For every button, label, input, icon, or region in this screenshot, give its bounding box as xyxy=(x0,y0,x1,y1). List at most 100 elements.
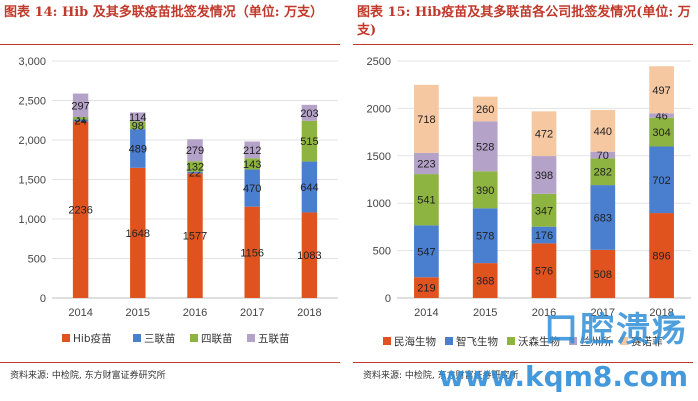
title-divider-left xyxy=(0,44,340,45)
bar-segment xyxy=(414,225,439,278)
data-label: 390 xyxy=(476,185,494,197)
data-label: 702 xyxy=(652,175,670,187)
y-tick-label: 0 xyxy=(40,293,46,305)
legend-swatch xyxy=(133,334,141,342)
data-label: 398 xyxy=(535,170,553,182)
bar-segment xyxy=(590,110,616,152)
bar-segment xyxy=(531,226,557,244)
data-label: 114 xyxy=(129,112,147,124)
data-label: 576 xyxy=(535,266,553,278)
legend-label: 兰州所 xyxy=(580,335,612,348)
data-label: 143 xyxy=(243,159,261,171)
bar-segment xyxy=(472,121,498,172)
bar-segment xyxy=(649,213,674,298)
bar-segment xyxy=(472,96,498,122)
bar-segment xyxy=(472,263,498,298)
bar-segment xyxy=(72,93,89,118)
legend-label: 赛诺菲 xyxy=(631,335,663,348)
bar-segment xyxy=(590,158,616,186)
stacked-bar-chart-companies: 0 500 1000 1500 2000 2500 219 547 541 223 718 2014 3… xyxy=(367,56,691,348)
data-label: 470 xyxy=(243,183,261,195)
bar-segment xyxy=(649,146,674,214)
legend-label: 沃森生物 xyxy=(518,335,560,348)
chart-panel-right: 图表 15: Hib疫苗及其多联苗各公司批签发情况(单位: 万支) 0 500 10… xyxy=(353,0,698,401)
y-tick-label: 500 xyxy=(373,246,391,258)
bar-segment xyxy=(301,120,318,162)
bar-segment xyxy=(649,66,674,114)
x-tick-label: 2014 xyxy=(68,307,92,319)
bar-segment xyxy=(301,104,318,121)
legend-label: 三联苗 xyxy=(144,333,176,345)
x-tick-label: 2017 xyxy=(591,307,615,319)
data-label: 1577 xyxy=(183,231,207,243)
data-label: 578 xyxy=(476,231,494,243)
legend-label: 民海生物 xyxy=(394,335,436,348)
data-label: 515 xyxy=(300,136,318,148)
data-label: 212 xyxy=(243,145,261,157)
data-label: 718 xyxy=(417,114,435,126)
data-label: 547 xyxy=(417,246,435,258)
data-label: 203 xyxy=(300,108,318,120)
y-tick-label: 2,500 xyxy=(18,96,46,108)
chart-panel-left: 图表 14: Hib 及其多联疫苗批签发情况（单位: 万支） 0 500 1,000… xyxy=(0,0,345,401)
data-label: 1648 xyxy=(126,228,150,240)
bar-segment xyxy=(130,121,146,130)
legend-swatch xyxy=(247,334,255,342)
legend-swatch xyxy=(190,334,198,342)
bar-segment xyxy=(649,113,674,118)
bar-segment xyxy=(301,212,318,298)
legend-swatch xyxy=(620,337,628,345)
data-label: 683 xyxy=(594,212,612,224)
bar-segment xyxy=(649,117,674,147)
data-label: 644 xyxy=(300,182,318,194)
legend-label: 五联苗 xyxy=(258,333,290,345)
data-label: 497 xyxy=(652,85,670,97)
y-tick-label: 500 xyxy=(28,254,46,266)
bar-segment xyxy=(301,161,318,213)
data-label: 223 xyxy=(417,159,435,171)
data-label: 70 xyxy=(597,150,609,162)
data-label: 297 xyxy=(71,100,89,112)
y-tick-label: 1500 xyxy=(367,151,391,163)
bar-segment xyxy=(590,185,616,250)
source-note-right: 资料来源: 中检院, 东方财富证券研究所 xyxy=(363,371,519,381)
bar-segment xyxy=(414,152,439,175)
data-label: 440 xyxy=(594,126,612,138)
legend-swatch xyxy=(383,337,391,345)
legend-label: 智飞生物 xyxy=(456,335,498,348)
y-tick-label: 2,000 xyxy=(18,135,46,147)
x-tick-label: 2018 xyxy=(297,307,321,319)
bar-segment xyxy=(414,84,439,153)
y-tick-label: 1000 xyxy=(367,198,391,210)
bar-segment xyxy=(187,173,203,298)
bar-segment xyxy=(244,169,260,207)
chart-title-left: 图表 14: Hib 及其多联疫苗批签发情况（单位: 万支） xyxy=(4,5,324,20)
footer-divider-right xyxy=(353,362,693,363)
bar-segment xyxy=(187,161,203,172)
data-label: 1083 xyxy=(297,250,321,262)
x-tick-label: 2016 xyxy=(532,307,556,319)
data-label: 46 xyxy=(655,111,667,123)
y-tick-label: 2500 xyxy=(367,56,391,68)
bar-segment xyxy=(130,112,146,122)
bar-segment xyxy=(531,111,557,157)
legend-swatch xyxy=(569,337,577,345)
x-tick-label: 2015 xyxy=(473,307,497,319)
data-label: 219 xyxy=(417,283,435,295)
bar-segment xyxy=(187,139,203,162)
data-label: 528 xyxy=(476,141,494,153)
bar-segment xyxy=(72,117,89,120)
y-tick-label: 1,000 xyxy=(18,214,46,226)
x-tick-label: 2017 xyxy=(240,307,264,319)
bar-segment xyxy=(414,174,439,226)
y-tick-label: 3,000 xyxy=(18,56,46,68)
bar-segment xyxy=(130,167,146,298)
watermark-text: 口腔溃疡 xyxy=(544,310,688,350)
data-label: 176 xyxy=(535,230,553,242)
data-label: 98 xyxy=(132,120,144,132)
bar-segment xyxy=(72,121,89,298)
data-label: 368 xyxy=(476,276,494,288)
legend-swatch xyxy=(507,337,515,345)
legend-label: Hib疫苗 xyxy=(73,332,111,345)
bar-segment xyxy=(130,129,146,168)
